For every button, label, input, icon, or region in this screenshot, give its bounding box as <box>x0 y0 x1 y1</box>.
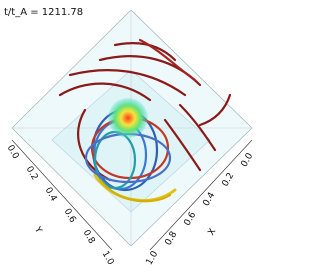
time-label: t/t_A = 1211.78 <box>4 7 83 18</box>
x-tick-label: 0.0 <box>240 151 256 169</box>
y-axis-title: Y <box>31 225 43 236</box>
y-tick-label: 0.0 <box>5 144 21 162</box>
y-tick-label: 0.8 <box>81 228 97 246</box>
x-tick-label: 0.2 <box>221 171 237 188</box>
current-blob <box>108 98 148 138</box>
x-tick-label: 0.8 <box>164 230 180 248</box>
x-tick-label: 0.4 <box>202 191 218 209</box>
render: t/t_A = 1211.78 0.00.20.40.60.81.0Y0.00.… <box>4 7 256 268</box>
y-tick-label: 1.0 <box>100 250 116 268</box>
x-tick-label: 1.0 <box>145 249 161 267</box>
x-axis-title: X <box>207 227 219 237</box>
